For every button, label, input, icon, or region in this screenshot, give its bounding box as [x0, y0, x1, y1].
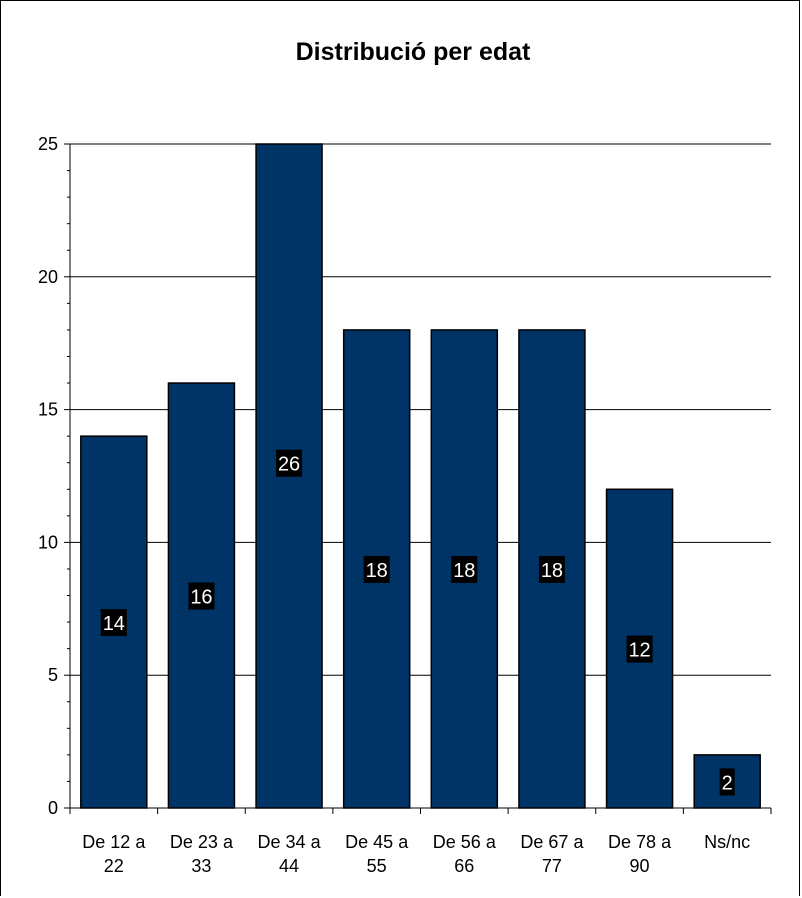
x-tick-label: 77 — [542, 856, 562, 876]
x-tick-label: 22 — [104, 856, 124, 876]
x-tick-labels: De 12 a 22 De 23 a 33 De 34 a 44 De 45 a 55 De 5… — [82, 832, 750, 876]
data-label: 14 — [103, 613, 125, 635]
data-label-background — [538, 555, 565, 583]
x-tick-label: 55 — [367, 856, 387, 876]
y-tick-label: 0 — [48, 798, 58, 818]
data-label: 18 — [541, 560, 563, 582]
x-tick-label: De 45 a — [345, 832, 409, 852]
data-label-background — [363, 555, 390, 583]
data-label: 18 — [366, 560, 388, 582]
y-tick-label: 5 — [48, 665, 58, 685]
data-labels: 14 16 26 18 18 18 12 2 — [100, 449, 735, 796]
y-tick-labels: 0 5 10 15 20 25 — [38, 134, 58, 818]
data-label: 18 — [453, 560, 475, 582]
x-tick-label: 90 — [630, 856, 650, 876]
data-label-background — [626, 635, 653, 663]
data-label: 16 — [190, 587, 212, 609]
x-tick-label: De 56 a — [433, 832, 497, 852]
data-label-background — [719, 768, 735, 796]
x-tick-label: Ns/nc — [704, 832, 750, 852]
bars — [80, 143, 761, 809]
x-tick-label: 66 — [454, 856, 474, 876]
x-tick-label: De 34 a — [258, 832, 322, 852]
y-tick-label: 20 — [38, 267, 58, 287]
x-tick-label: De 12 a — [82, 832, 146, 852]
x-tick-label: De 67 a — [520, 832, 584, 852]
data-label: 2 — [722, 772, 733, 794]
x-tick-label: 44 — [279, 856, 299, 876]
x-tick-label: De 78 a — [608, 832, 672, 852]
data-label-background — [100, 609, 127, 637]
chart-title: Distribució per edat — [295, 38, 531, 66]
y-tick-label: 25 — [38, 134, 58, 154]
data-label-background — [276, 449, 303, 477]
data-label-background — [451, 555, 478, 583]
data-label: 26 — [278, 454, 300, 476]
x-tick-label: 33 — [191, 856, 211, 876]
data-label-background — [188, 582, 215, 610]
y-tick-label: 15 — [38, 400, 58, 420]
y-tick-label: 10 — [38, 532, 58, 552]
x-tick-label: De 23 a — [170, 832, 234, 852]
data-label: 12 — [628, 640, 650, 662]
